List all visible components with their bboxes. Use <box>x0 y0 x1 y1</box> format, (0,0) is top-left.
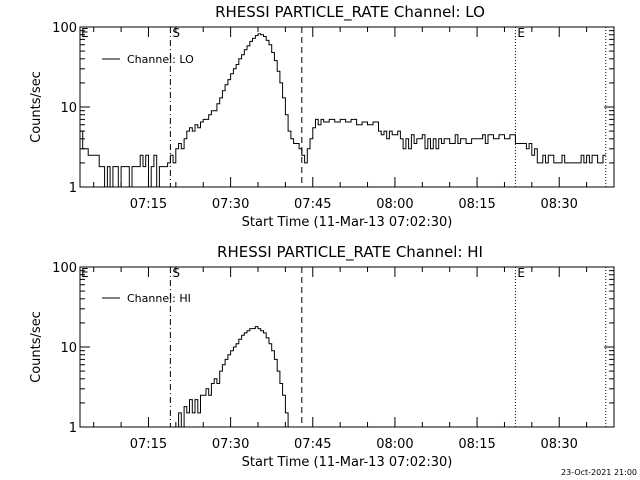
x-tick-label: 07:15 <box>130 437 167 452</box>
x-tick-label: 07:15 <box>130 197 167 212</box>
x-tick-label: 08:30 <box>540 197 577 212</box>
y-tick-label: 100 <box>52 21 77 36</box>
y-tick-label: 1 <box>69 181 77 196</box>
x-tick-label: 07:30 <box>212 437 249 452</box>
y-tick-label: 100 <box>52 261 77 276</box>
plot-timestamp: 23-Oct-2021 21:00 <box>561 468 637 477</box>
x-tick-label: 08:30 <box>540 437 577 452</box>
y-tick-label: 1 <box>69 421 77 436</box>
x-tick-label: 08:00 <box>376 437 413 452</box>
x-axis-ticks: 07:15 07:30 07:45 08:00 08:15 08:30 <box>93 27 615 212</box>
x-tick-label: 07:45 <box>294 437 331 452</box>
chart-title: RHESSI PARTICLE_RATE Channel: LO <box>215 3 485 22</box>
y-axis-label: Counts/sec <box>29 71 44 143</box>
x-tick-label: 07:45 <box>294 197 331 212</box>
x-axis-label: Start Time (11-Mar-13 07:02:30) <box>242 455 453 470</box>
event-marker-label: E <box>517 266 525 280</box>
event-marker-label: E <box>81 26 89 40</box>
panel-hi: RHESSI PARTICLE_RATE Channel: HI Counts/… <box>29 243 615 470</box>
legend-label: Channel: HI <box>127 292 191 305</box>
x-tick-label: 08:00 <box>376 197 413 212</box>
x-tick-label: 08:15 <box>458 437 495 452</box>
series-line-hi <box>175 326 289 428</box>
y-tick-label: 10 <box>60 341 77 356</box>
plot-frame <box>79 26 615 188</box>
chart-title: RHESSI PARTICLE_RATE Channel: HI <box>217 243 483 262</box>
plot-frame <box>79 266 615 428</box>
x-tick-label: 08:15 <box>458 197 495 212</box>
x-axis-ticks: 07:15 07:30 07:45 08:00 08:15 08:30 <box>93 267 615 452</box>
series-line-lo <box>80 33 606 188</box>
event-marker-label: E <box>81 266 89 280</box>
event-markers: S EE <box>81 266 607 427</box>
event-marker-label: S <box>172 266 180 280</box>
event-markers: S EE <box>81 26 607 187</box>
event-marker-label: S <box>172 26 180 40</box>
x-axis-label: Start Time (11-Mar-13 07:02:30) <box>242 215 453 230</box>
event-marker-label: E <box>517 26 525 40</box>
y-axis-ticks: 1 10 100 <box>52 261 614 436</box>
legend-label: Channel: LO <box>127 53 194 66</box>
panel-lo: RHESSI PARTICLE_RATE Channel: LO Counts/… <box>29 3 615 230</box>
y-axis-label: Counts/sec <box>29 311 44 383</box>
y-tick-label: 10 <box>60 101 77 116</box>
y-axis-ticks: 1 10 100 <box>52 21 614 196</box>
x-tick-label: 07:30 <box>212 197 249 212</box>
